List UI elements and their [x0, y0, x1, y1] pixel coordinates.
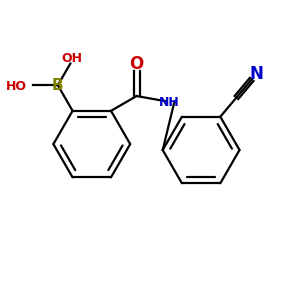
Text: B: B	[52, 78, 64, 93]
Text: OH: OH	[61, 52, 82, 65]
Text: NH: NH	[159, 96, 180, 109]
Text: N: N	[250, 65, 263, 83]
Text: HO: HO	[6, 80, 27, 93]
Text: O: O	[130, 56, 144, 74]
